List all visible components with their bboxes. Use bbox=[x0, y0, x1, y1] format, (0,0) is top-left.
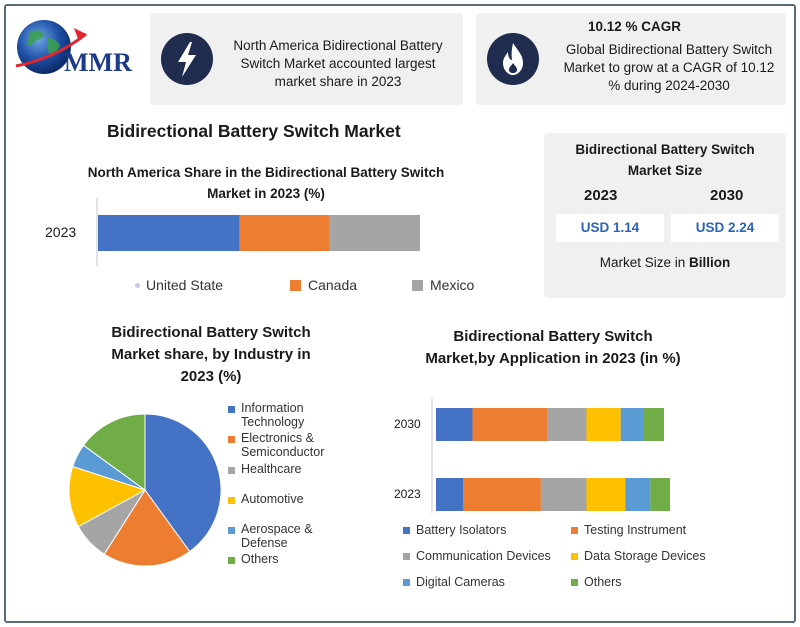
legend-label: United State bbox=[146, 277, 224, 293]
market-size-footer-prefix: Market Size in bbox=[599, 255, 690, 270]
chart1-title: North America Share in the Bidirectional… bbox=[87, 165, 445, 201]
chart3-legend-item: Digital Cameras bbox=[403, 575, 505, 589]
highlight-card-right: 10.12 % CAGR Global Bidirectional Batter… bbox=[476, 13, 786, 105]
legend-swatch bbox=[571, 578, 578, 586]
chart3-bar-segment bbox=[586, 408, 621, 441]
chart3-legend-item: Data Storage Devices bbox=[571, 549, 706, 563]
chart2-legend-item: Healthcare bbox=[228, 462, 361, 476]
value-2023-box: USD 1.14 bbox=[556, 214, 664, 242]
chart3-bar-segment bbox=[625, 478, 651, 511]
legend-swatch bbox=[571, 552, 578, 560]
chart3-legend-item: Battery Isolators bbox=[403, 523, 506, 537]
chart3-category-label: 2023 bbox=[394, 487, 421, 501]
legend-swatch bbox=[403, 552, 410, 560]
pie-slice bbox=[103, 489, 191, 567]
legend-swatch bbox=[135, 282, 140, 288]
chart2-legend-item: Others bbox=[228, 552, 361, 566]
infographic-frame bbox=[4, 4, 796, 623]
chart3-bar-segment bbox=[436, 478, 464, 511]
year-2030-label: 2030 bbox=[710, 187, 744, 204]
chart3-title: Bidirectional Battery Switch Market,by A… bbox=[425, 328, 681, 367]
chart3-bar-segment bbox=[620, 408, 644, 441]
chart1-svg bbox=[96, 198, 420, 266]
legend-swatch bbox=[228, 406, 235, 413]
pie-slice bbox=[68, 465, 147, 528]
flame-icon bbox=[487, 33, 539, 85]
market-size-title: Bidirectional Battery Switch Market Size bbox=[575, 142, 755, 178]
chart3-bar-segment bbox=[463, 478, 541, 511]
market-size-footer-unit: Billion bbox=[689, 255, 731, 270]
legend-swatch bbox=[228, 527, 235, 534]
chart2-legend-item: Aerospace & Defense bbox=[228, 522, 361, 550]
legend-swatch bbox=[228, 467, 235, 474]
market-size-footer: Market Size in Billion bbox=[544, 255, 786, 270]
chart1-bar-segment bbox=[98, 215, 240, 251]
legend-swatch bbox=[403, 578, 410, 586]
lightning-icon bbox=[161, 33, 213, 85]
legend-label: Electronics & Semiconductor bbox=[241, 431, 325, 459]
cagr-title: 10.12 % CAGR bbox=[588, 19, 682, 34]
pie-slice bbox=[144, 413, 222, 553]
chart3-bar-segment bbox=[540, 478, 587, 511]
chart3-category-label: 2030 bbox=[394, 417, 421, 431]
globe-icon bbox=[15, 20, 87, 74]
pie-slice bbox=[82, 413, 146, 491]
chart2-svg bbox=[68, 413, 222, 567]
legend-label: Healthcare bbox=[241, 462, 302, 476]
main-title: Bidirectional Battery Switch Market bbox=[107, 121, 401, 141]
chart2-legend-item: Information Technology bbox=[228, 401, 361, 429]
cagr-text: Global Bidirectional Battery Switch Mark… bbox=[563, 42, 775, 93]
legend-swatch bbox=[228, 557, 235, 564]
chart1-legend-item: Mexico bbox=[412, 277, 474, 293]
legend-label: Aerospace & Defense bbox=[241, 522, 313, 550]
chart3-bar-segment bbox=[472, 408, 548, 441]
legend-swatch bbox=[290, 279, 301, 291]
legend-swatch bbox=[228, 436, 235, 443]
chart3-svg bbox=[431, 398, 670, 513]
chart2-legend-item: Automotive bbox=[228, 492, 361, 506]
chart1-category-label: 2023 bbox=[45, 224, 77, 240]
chart1-bar-segment bbox=[239, 215, 330, 251]
chart3-legend-item: Others bbox=[571, 575, 622, 589]
logo: MMR bbox=[12, 14, 147, 84]
legend-label: Digital Cameras bbox=[416, 575, 505, 589]
legend-swatch bbox=[403, 526, 410, 534]
legend-label: Battery Isolators bbox=[416, 523, 507, 537]
legend-label: Communication Devices bbox=[416, 549, 551, 563]
chart3-bar-segment bbox=[650, 478, 670, 511]
market-size-card: Bidirectional Battery Switch Market Size… bbox=[544, 133, 786, 298]
year-2023-label: 2023 bbox=[584, 187, 618, 204]
legend-label: Automotive bbox=[241, 492, 304, 506]
chart3-bar-segment bbox=[547, 408, 587, 441]
logo-text: MMR bbox=[64, 48, 132, 77]
chart3-legend-item: Communication Devices bbox=[403, 549, 551, 563]
value-2030-box: USD 2.24 bbox=[671, 214, 779, 242]
legend-label: Testing Instrument bbox=[584, 523, 687, 537]
chart3-bar-segment bbox=[586, 478, 626, 511]
chart1-legend-item: United State bbox=[135, 277, 223, 293]
chart3-legend-item: Testing Instrument bbox=[571, 523, 686, 537]
legend-label: Others bbox=[241, 552, 279, 566]
highlight-card-left: North America Bidirectional Battery Swit… bbox=[150, 13, 463, 105]
chart2-title: Bidirectional Battery Switch Market shar… bbox=[111, 324, 311, 385]
legend-label: Information Technology bbox=[241, 401, 305, 429]
chart1-legend-item: Canada bbox=[290, 277, 357, 293]
legend-swatch bbox=[571, 526, 578, 534]
legend-label: Mexico bbox=[430, 277, 475, 293]
chart2-legend-item: Electronics & Semiconductor bbox=[228, 431, 361, 459]
legend-swatch bbox=[412, 279, 423, 291]
legend-label: Data Storage Devices bbox=[584, 549, 706, 563]
legend-label: Others bbox=[584, 575, 622, 589]
chart3-bar-segment bbox=[643, 408, 664, 441]
chart1-bar-segment bbox=[329, 215, 420, 251]
legend-swatch bbox=[228, 497, 235, 504]
legend-label: Canada bbox=[308, 277, 358, 293]
chart3-bar-segment bbox=[436, 408, 473, 441]
highlight-left-text: North America Bidirectional Battery Swit… bbox=[233, 38, 443, 89]
